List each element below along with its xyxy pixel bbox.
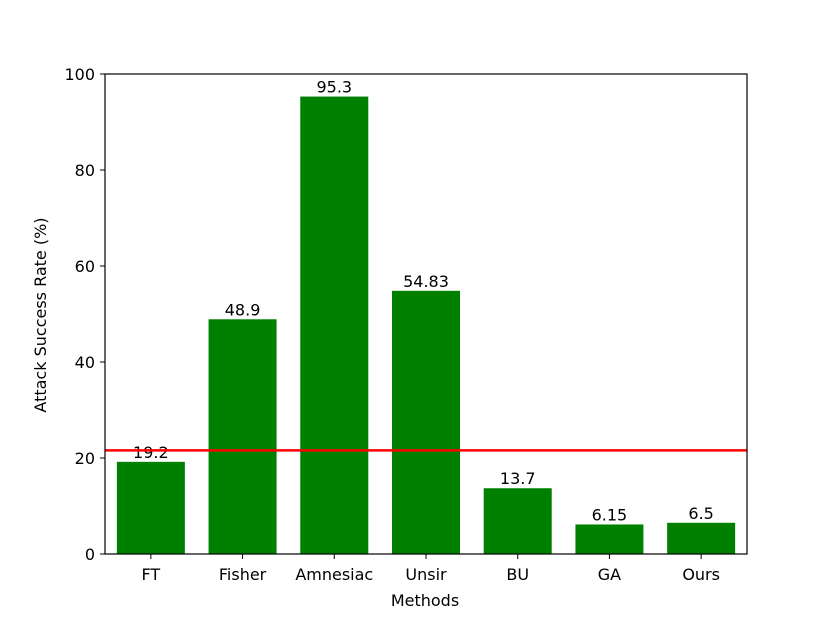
bar <box>208 319 277 554</box>
bar <box>483 488 552 554</box>
y-tick-label: 80 <box>75 161 95 180</box>
bar <box>575 524 644 554</box>
y-axis-label: Attack Success Rate (%) <box>31 217 50 412</box>
bar <box>392 290 460 554</box>
data-label: 19.2 <box>133 443 169 462</box>
x-tick-label: Amnesiac <box>295 565 373 584</box>
x-tick-label: GA <box>598 565 621 584</box>
y-tick-label: 20 <box>75 449 95 468</box>
bar <box>300 96 369 554</box>
x-tick-label: Fisher <box>219 565 267 584</box>
y-tick-label: 60 <box>75 257 95 276</box>
y-tick-label: 0 <box>85 545 95 564</box>
x-tick-label: Unsir <box>405 565 447 584</box>
x-tick-label: FT <box>142 565 161 584</box>
data-labels-layer: 19.2 48.9 95.3 54.83 13.7 6.15 6.5 <box>133 78 714 525</box>
bar <box>667 522 736 554</box>
y-tick-label: 100 <box>64 65 95 84</box>
y-tick-label: 40 <box>75 353 95 372</box>
data-label: 95.3 <box>316 78 352 97</box>
x-tick-label: BU <box>506 565 529 584</box>
ticks-layer: FT Fisher Amnesiac Unsir BU GA Ours 0 20 40 60 80 10… <box>64 65 720 584</box>
bars-layer <box>116 96 736 554</box>
data-label: 48.9 <box>225 300 261 319</box>
data-label: 6.5 <box>688 504 713 523</box>
bar <box>116 461 185 554</box>
x-tick-label: Ours <box>682 565 720 584</box>
data-label: 54.83 <box>403 272 449 291</box>
data-label: 6.15 <box>592 505 628 524</box>
data-label: 13.7 <box>500 469 536 488</box>
x-axis-label: Methods <box>391 591 459 610</box>
